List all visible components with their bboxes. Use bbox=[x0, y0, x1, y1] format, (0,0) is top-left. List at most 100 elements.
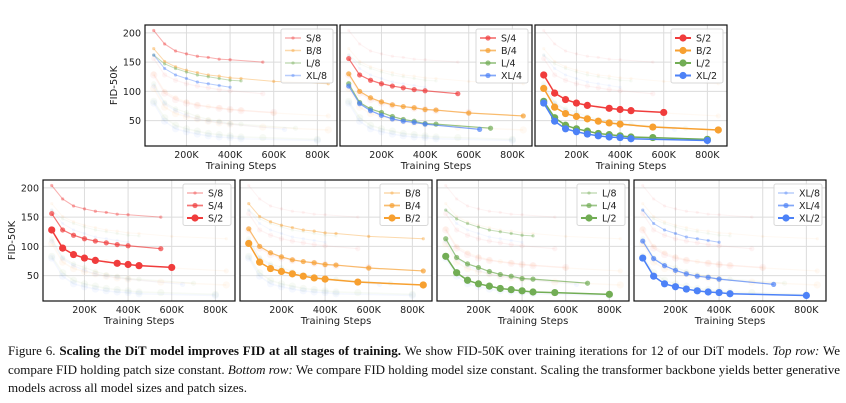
data-point-L-2 bbox=[211, 290, 219, 298]
x-tick-label: 200K bbox=[466, 305, 491, 316]
data-point-XL-2 bbox=[288, 285, 296, 293]
data-point-B-8 bbox=[531, 231, 535, 236]
data-point-B-8 bbox=[50, 202, 54, 206]
data-point-XL-8 bbox=[258, 221, 262, 226]
data-point-XL-8 bbox=[618, 85, 622, 89]
x-tick-label: 200K bbox=[72, 305, 97, 316]
data-point-S-4 bbox=[322, 243, 328, 249]
data-point-L-2 bbox=[432, 133, 440, 141]
data-point-B-4 bbox=[497, 258, 503, 265]
series-line-B-2 bbox=[248, 243, 424, 286]
data-point-L-4 bbox=[530, 276, 536, 282]
data-point-S-2 bbox=[474, 254, 483, 262]
data-point-XL-8 bbox=[585, 80, 589, 84]
data-point-S-8 bbox=[652, 197, 656, 201]
data-point-L-2 bbox=[69, 276, 78, 284]
x-tick-label: 400K bbox=[313, 305, 338, 316]
data-point-XL-8 bbox=[706, 238, 710, 243]
data-point-B-8 bbox=[184, 68, 189, 72]
legend-marker bbox=[291, 36, 295, 40]
data-point-S-4 bbox=[49, 210, 55, 217]
data-point-S-4 bbox=[114, 241, 120, 248]
data-point-S-2 bbox=[562, 263, 570, 272]
legend-marker bbox=[679, 34, 687, 42]
legend-label: XL/2 bbox=[696, 71, 717, 82]
legend-marker bbox=[585, 214, 593, 222]
data-point-L-4 bbox=[227, 120, 233, 127]
data-point-XL-2 bbox=[594, 132, 602, 140]
data-point-XL-2 bbox=[572, 128, 581, 136]
data-point-S-4 bbox=[486, 238, 492, 244]
data-point-S-8 bbox=[641, 183, 645, 188]
data-point-B-2 bbox=[277, 267, 286, 276]
data-point-S-2 bbox=[171, 95, 180, 104]
data-point-XL-4 bbox=[216, 119, 222, 125]
data-point-XL-2 bbox=[356, 117, 364, 125]
data-point-B-8 bbox=[618, 237, 622, 241]
data-point-XL-8 bbox=[498, 237, 502, 241]
data-point-L-8 bbox=[455, 217, 459, 221]
legend-label: S/2 bbox=[208, 214, 223, 225]
data-point-B-4 bbox=[238, 107, 244, 113]
data-point-B-8 bbox=[224, 237, 228, 241]
data-point-B-2 bbox=[256, 258, 264, 266]
data-point-S-8 bbox=[444, 183, 448, 188]
series-line-XL-8 bbox=[348, 54, 426, 88]
data-point-XL-8 bbox=[553, 66, 557, 71]
data-point-S-8 bbox=[487, 209, 491, 213]
data-point-S-8 bbox=[618, 58, 622, 62]
data-point-B-8 bbox=[585, 71, 589, 75]
data-point-B-4 bbox=[519, 261, 525, 268]
data-point-S-2 bbox=[561, 95, 570, 104]
data-point-B-4 bbox=[216, 105, 222, 111]
series-line-B-2 bbox=[543, 88, 719, 131]
data-point-B-8 bbox=[71, 220, 76, 224]
data-point-B-2 bbox=[222, 281, 230, 289]
data-point-B-2 bbox=[150, 84, 158, 93]
data-point-B-2 bbox=[48, 239, 56, 248]
series-line-S-8 bbox=[543, 30, 653, 63]
data-point-XL-2 bbox=[69, 280, 78, 288]
data-point-L-8 bbox=[423, 78, 427, 82]
data-point-L-2 bbox=[453, 269, 461, 277]
data-point-S-8 bbox=[159, 215, 163, 219]
data-point-S-2 bbox=[113, 259, 121, 267]
data-point-S-8 bbox=[542, 28, 546, 33]
data-point-B-8 bbox=[618, 76, 622, 80]
x-tick-label: 800K bbox=[203, 305, 228, 316]
data-point-XL-4 bbox=[172, 108, 179, 114]
series-line-B-4 bbox=[153, 73, 329, 117]
data-point-B-4 bbox=[520, 113, 526, 119]
data-point-L-2 bbox=[454, 133, 462, 142]
data-point-S-8 bbox=[93, 209, 97, 213]
data-point-L-8 bbox=[717, 233, 721, 237]
legend: B/8B/4 B/2 bbox=[379, 183, 429, 226]
data-point-S-2 bbox=[704, 259, 712, 267]
series-line-B-8 bbox=[348, 48, 524, 85]
data-point-XL-2 bbox=[508, 136, 516, 145]
data-point-L-2 bbox=[310, 286, 318, 294]
data-point-L-8 bbox=[163, 62, 167, 66]
data-point-B-4 bbox=[715, 113, 721, 119]
data-point-B-4 bbox=[389, 102, 395, 108]
data-point-XL-8 bbox=[607, 83, 611, 88]
legend-label: S/2 bbox=[696, 34, 711, 45]
data-point-B-4 bbox=[322, 261, 328, 268]
data-point-B-8 bbox=[596, 73, 600, 77]
data-point-B-8 bbox=[247, 202, 251, 206]
data-point-XL-2 bbox=[704, 288, 712, 296]
data-point-B-4 bbox=[433, 107, 439, 113]
data-point-B-8 bbox=[553, 59, 557, 64]
data-point-S-4 bbox=[367, 77, 374, 83]
data-point-S-8 bbox=[195, 54, 199, 58]
data-point-XL-2 bbox=[321, 288, 329, 297]
data-point-XL-4 bbox=[60, 256, 66, 262]
legend: S/2B/2 L/2XL/2 bbox=[670, 28, 724, 84]
data-point-S-8 bbox=[585, 54, 589, 58]
data-point-L-8 bbox=[434, 79, 438, 83]
data-point-XL-2 bbox=[551, 117, 559, 125]
data-point-L-4 bbox=[508, 273, 514, 279]
data-point-L-8 bbox=[93, 228, 97, 232]
data-point-S-2 bbox=[605, 104, 613, 112]
